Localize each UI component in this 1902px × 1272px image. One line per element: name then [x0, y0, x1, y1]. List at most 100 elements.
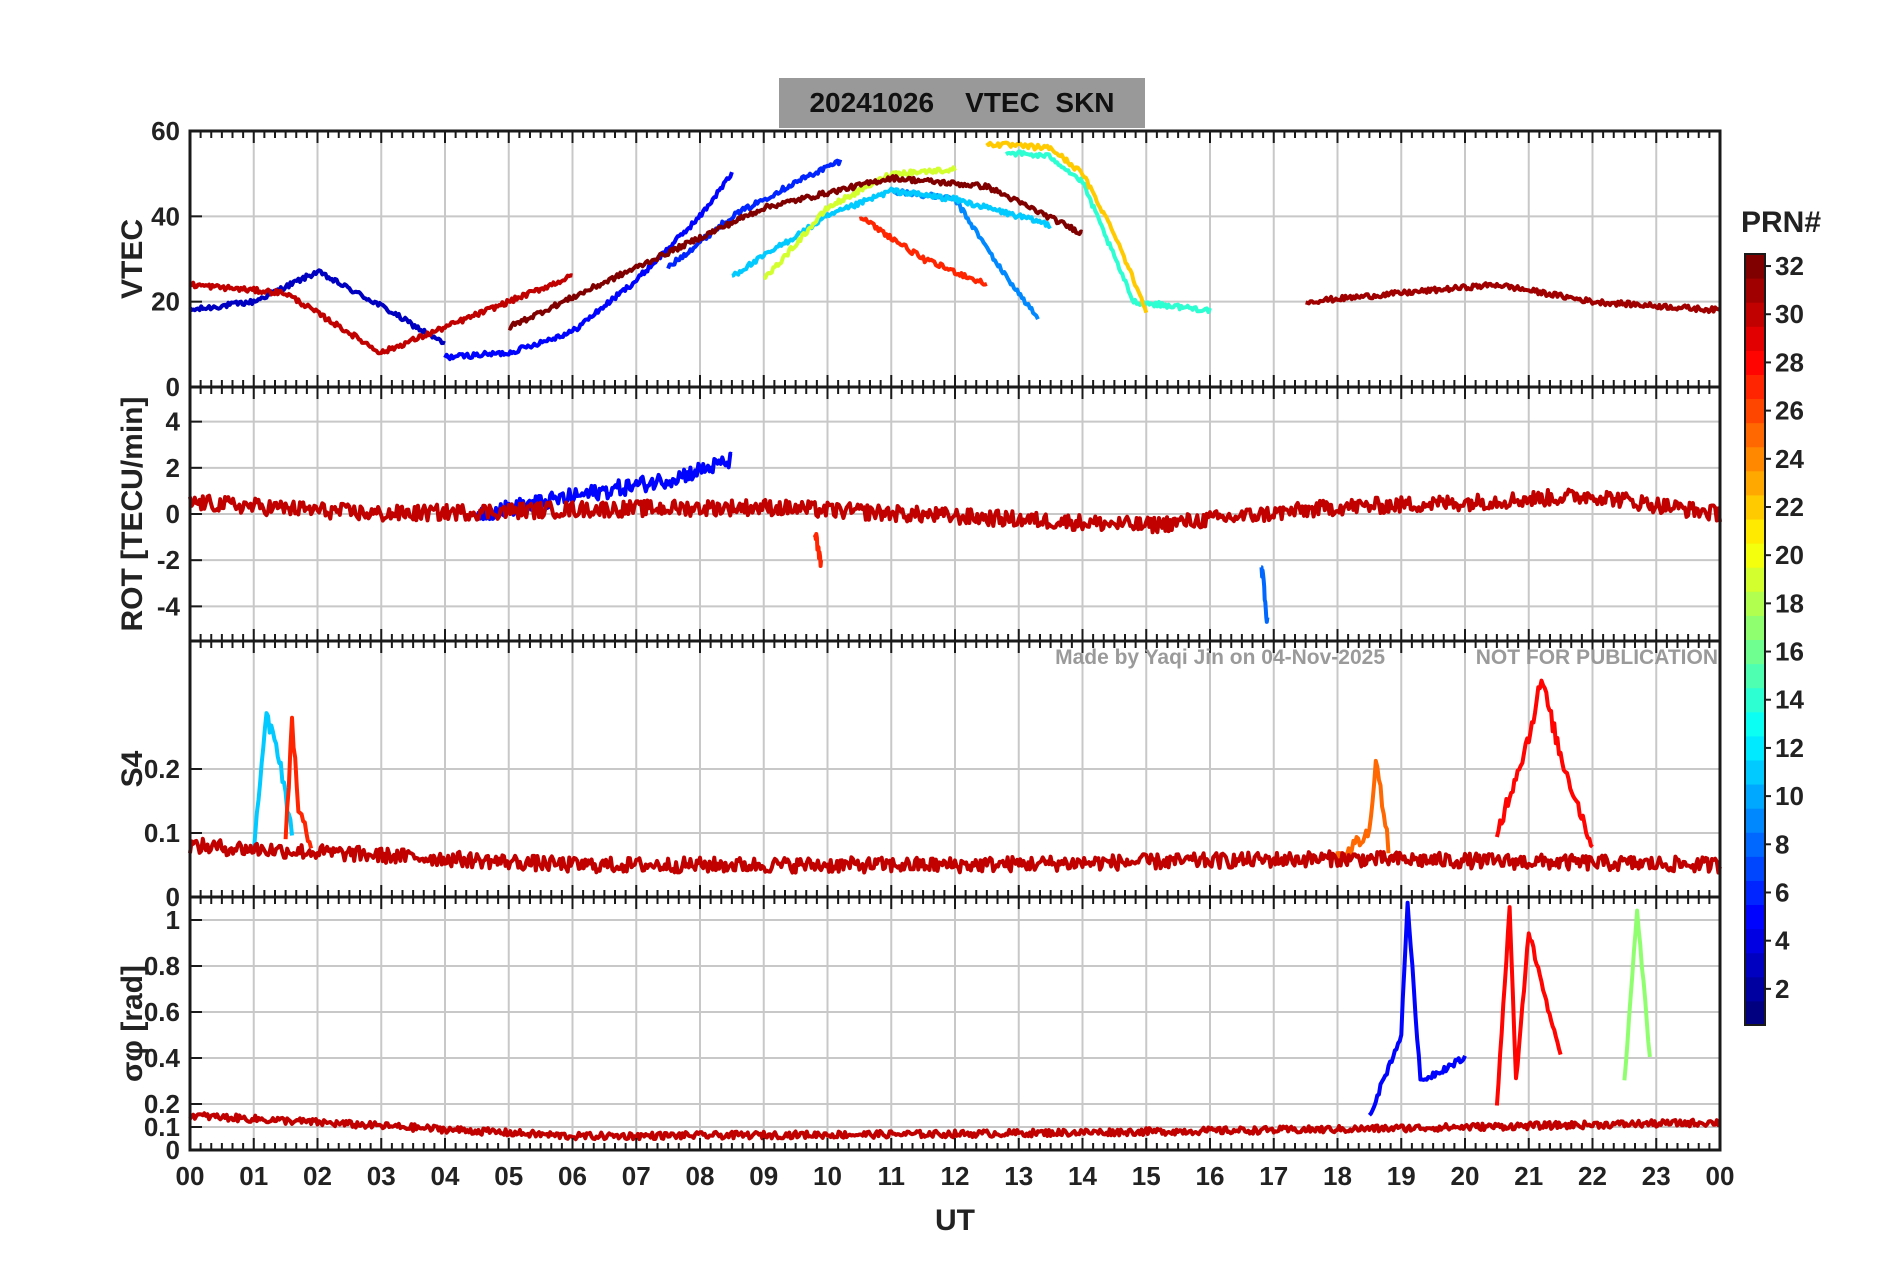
series-line-prn-27	[812, 532, 824, 568]
x-tick-label: 07	[622, 1161, 651, 1191]
x-tick-label: 20	[1451, 1161, 1480, 1191]
y-tick-label: 1	[166, 905, 180, 935]
colorbar-tick-label: 14	[1775, 685, 1804, 715]
colorbar-swatch	[1745, 976, 1765, 1002]
colorbar-swatch	[1745, 687, 1765, 713]
y-axis-label: ROT [TECU/min]	[116, 397, 149, 632]
colorbar-tick-label: 28	[1775, 347, 1804, 377]
series-line-prn-28	[1494, 905, 1563, 1106]
x-tick-label: 16	[1196, 1161, 1225, 1191]
colorbar-label: PRN#	[1741, 206, 1821, 239]
colorbar-tick-label: 16	[1775, 637, 1804, 667]
y-tick-label: -2	[157, 545, 180, 575]
watermark-notice: NOT FOR PUBLICATION	[1476, 646, 1718, 669]
y-tick-label: 0	[166, 499, 180, 529]
colorbar-swatch	[1745, 808, 1765, 833]
colorbar-tick-label: 6	[1775, 877, 1789, 907]
y-tick-label: 0	[166, 372, 180, 402]
colorbar-swatch	[1745, 302, 1765, 327]
x-tick-label: 22	[1578, 1161, 1607, 1191]
y-tick-label: 0.8	[144, 951, 180, 981]
colorbar-swatch	[1745, 446, 1765, 472]
y-tick-label: 4	[166, 407, 181, 437]
colorbar-swatch	[1745, 494, 1765, 520]
colorbar-swatch	[1745, 278, 1765, 303]
y-tick-label: 40	[151, 201, 180, 231]
colorbar-swatch	[1745, 928, 1765, 954]
x-tick-label: 23	[1642, 1161, 1671, 1191]
colorbar-swatch	[1745, 350, 1765, 375]
colorbar-swatch	[1745, 422, 1765, 448]
colorbar-tick-label: 4	[1775, 926, 1790, 956]
colorbar-tick-label: 10	[1775, 781, 1804, 811]
y-tick-label: 0.2	[144, 754, 180, 784]
colorbar-tick-label: 8	[1775, 829, 1789, 859]
x-tick-label: 12	[941, 1161, 970, 1191]
x-tick-label: 00	[176, 1161, 205, 1191]
series-line-prn-30	[189, 273, 573, 356]
colorbar-swatch	[1745, 735, 1765, 761]
x-tick-label: 17	[1259, 1161, 1288, 1191]
colorbar-swatch	[1745, 519, 1765, 544]
title-date: 20241026	[809, 87, 935, 118]
series-line-prn-11	[251, 711, 294, 853]
title-station: SKN	[1055, 87, 1115, 118]
colorbar-swatch	[1745, 326, 1765, 351]
y-tick-label: 0.6	[144, 997, 180, 1027]
series-line-prn-31	[1305, 281, 1721, 314]
series-line-prn-3	[188, 268, 446, 346]
y-tick-label: -4	[157, 591, 181, 621]
colorbar-swatch	[1745, 567, 1765, 592]
axes-frames	[188, 129, 1722, 1152]
series-line-prn-27	[858, 216, 988, 287]
y-tick-label: 60	[151, 116, 180, 146]
colorbar-tick-label: 24	[1775, 444, 1804, 474]
y-axis-label: S4	[116, 750, 149, 787]
colorbar: 32 30 28 26 24 22 20 18 16 14 12 10 8 6 4 2 PRN#	[1741, 206, 1821, 1026]
colorbar-swatch	[1745, 639, 1765, 665]
colorbar-swatch	[1745, 254, 1765, 279]
colorbar-tick-label: 32	[1775, 251, 1804, 281]
series-line-prn-22	[985, 140, 1149, 314]
y-tick-label: 2	[166, 453, 180, 483]
watermark-author: Made by Yaqi Jin on 04-Nov-2025	[1055, 646, 1385, 669]
x-tick-label: 08	[686, 1161, 715, 1191]
x-tick-label: 11	[878, 1161, 906, 1191]
x-tick-label: 14	[1068, 1161, 1097, 1191]
x-tick-label: 06	[558, 1161, 587, 1191]
colorbar-swatch	[1745, 784, 1765, 809]
colorbar-swatch	[1745, 591, 1765, 616]
colorbar-swatch	[1745, 759, 1765, 785]
colorbar-swatch	[1745, 952, 1765, 978]
series-line-prn-5	[1367, 900, 1467, 1117]
y-axis-label: VTEC	[116, 219, 149, 299]
x-tick-label: 00	[1706, 1161, 1735, 1191]
colorbar-swatch	[1745, 832, 1765, 857]
colorbar-swatch	[1745, 880, 1765, 906]
y-tick-label: 0.4	[144, 1043, 181, 1073]
colorbar-tick-label: 26	[1775, 396, 1804, 426]
series-line-prn-19	[763, 165, 957, 281]
colorbar-swatch	[1745, 470, 1765, 496]
y-tick-label: 0	[166, 1135, 180, 1165]
x-tick-label: 05	[494, 1161, 523, 1191]
series-line-prn-17	[1622, 908, 1652, 1081]
colorbar-tick-label: 12	[1775, 733, 1804, 763]
series-line-prn-25	[1335, 758, 1391, 867]
x-tick-label: 19	[1387, 1161, 1416, 1191]
series-line-prn-27	[283, 715, 314, 849]
x-tick-label: 01	[239, 1161, 268, 1191]
x-tick-label: 18	[1323, 1161, 1352, 1191]
figure-title: 20241026 VTEC SKN	[779, 78, 1145, 128]
series-line-prn-30	[188, 836, 1722, 875]
x-axis-label: UT	[935, 1204, 975, 1237]
colorbar-swatch	[1745, 904, 1765, 930]
y-tick-label: 20	[151, 287, 180, 317]
series-line-prn-6	[666, 158, 843, 270]
y-tick-label: 0.1	[144, 818, 180, 848]
colorbar-tick-label: 30	[1775, 299, 1804, 329]
y-tick-label: 0.1	[144, 1112, 180, 1142]
y-tick-label: 0	[166, 882, 180, 912]
